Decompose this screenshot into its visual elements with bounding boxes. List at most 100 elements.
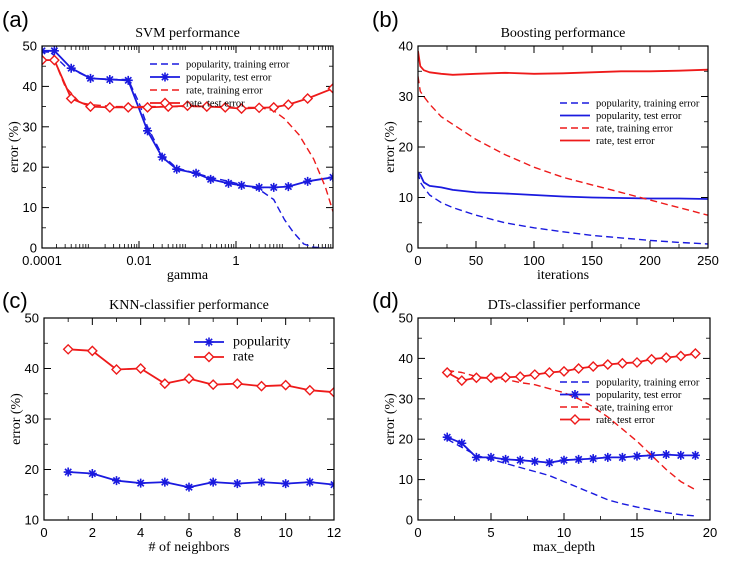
data-point	[616, 357, 628, 369]
x-tick-label: 20	[703, 525, 717, 540]
data-point	[471, 452, 481, 462]
data-point	[500, 371, 512, 383]
data-point	[456, 375, 468, 387]
series-line-3	[447, 369, 696, 491]
data-point	[529, 369, 541, 381]
y-tick-label: 30	[23, 119, 37, 134]
series-line-1	[418, 172, 708, 245]
data-point	[157, 152, 167, 162]
y-tick-label: 40	[25, 361, 39, 376]
data-point	[111, 364, 122, 375]
data-point	[256, 380, 267, 392]
data-point	[254, 182, 264, 192]
data-point	[136, 478, 146, 488]
plot-frame	[417, 45, 709, 249]
data-point	[660, 352, 672, 364]
y-tick-label: 10	[399, 190, 413, 205]
series-group	[42, 46, 333, 248]
data-point	[441, 367, 453, 379]
data-point	[631, 356, 643, 368]
data-point	[104, 101, 116, 113]
data-point	[302, 93, 314, 105]
data-point	[647, 450, 657, 460]
panel-3: (c) KNN-classifier performance 0 2 4 6 8 10 12 10…	[2, 288, 341, 555]
data-point	[587, 360, 599, 372]
legend-marker	[160, 72, 170, 82]
x-tick-label: 1	[232, 253, 239, 268]
y-axis-label: error (%)	[7, 121, 22, 173]
data-point	[49, 46, 59, 56]
data-point	[122, 101, 134, 113]
x-tick-label: 15	[630, 525, 644, 540]
data-point	[282, 99, 294, 111]
data-point	[661, 450, 671, 460]
data-point	[305, 477, 315, 487]
data-point	[183, 373, 195, 385]
data-point	[63, 467, 73, 477]
y-tick-label: 0	[406, 513, 413, 528]
x-axis-label: iterations	[537, 268, 589, 283]
x-tick-label: 50	[469, 253, 483, 268]
x-tick-label: 12	[327, 525, 341, 540]
data-point	[457, 438, 467, 448]
x-tick-label: 0	[40, 525, 47, 540]
data-point	[327, 82, 333, 94]
data-point	[303, 176, 313, 186]
data-point	[602, 358, 614, 370]
data-point	[219, 101, 231, 113]
x-tick-label: 200	[639, 253, 661, 268]
x-tick-label: 0.0001	[22, 253, 62, 268]
panel-label: (d)	[372, 288, 399, 313]
x-tick-label: 250	[697, 253, 719, 268]
y-tick-label: 30	[399, 89, 413, 104]
data-point	[160, 477, 170, 487]
y-tick-label: 40	[399, 39, 413, 54]
y-tick-label: 10	[399, 472, 413, 487]
data-point	[617, 452, 627, 462]
data-point	[42, 54, 48, 66]
data-point	[588, 454, 598, 464]
data-point	[201, 101, 213, 113]
legend-label: rate, test error	[596, 136, 655, 147]
data-point	[86, 345, 98, 357]
y-tick-label: 50	[399, 311, 413, 326]
data-point	[283, 182, 293, 192]
data-point	[182, 100, 193, 112]
series-line-2	[68, 348, 334, 394]
data-point	[269, 182, 279, 192]
data-point	[191, 168, 201, 178]
legend-label: popularity, training error	[186, 60, 290, 71]
y-axis-label: error (%)	[383, 393, 398, 445]
data-point	[573, 363, 585, 374]
series-line-1	[446, 438, 696, 517]
data-point	[675, 350, 687, 362]
y-tick-label: 20	[399, 432, 413, 447]
y-tick-label: 20	[399, 140, 413, 155]
data-point	[105, 75, 115, 85]
x-tick-label: 0	[414, 525, 421, 540]
legend-marker	[203, 351, 215, 363]
axis-ticks: 0 5 10 15 20 0 10 20 30 40 50	[399, 311, 718, 541]
data-point	[172, 164, 182, 174]
data-point	[543, 367, 555, 379]
data-point	[442, 432, 452, 442]
data-point	[253, 102, 265, 114]
data-point	[257, 477, 266, 487]
y-tick-label: 40	[23, 79, 37, 94]
panel-label: (c)	[2, 288, 28, 313]
data-point	[632, 451, 642, 461]
data-point	[135, 363, 147, 374]
data-point	[143, 126, 153, 136]
x-tick-label: 2	[89, 525, 96, 540]
legend-label: rate, training error	[186, 86, 263, 97]
y-axis-label: error (%)	[383, 121, 398, 173]
data-point	[237, 180, 247, 190]
legend-label: popularity, training error	[596, 378, 700, 389]
axis-ticks: 0 50 100 150 200 250 0 10 20 30 40	[399, 39, 719, 269]
legend-label: popularity, test error	[596, 390, 682, 401]
y-tick-label: 50	[23, 39, 37, 54]
data-point	[304, 384, 316, 396]
